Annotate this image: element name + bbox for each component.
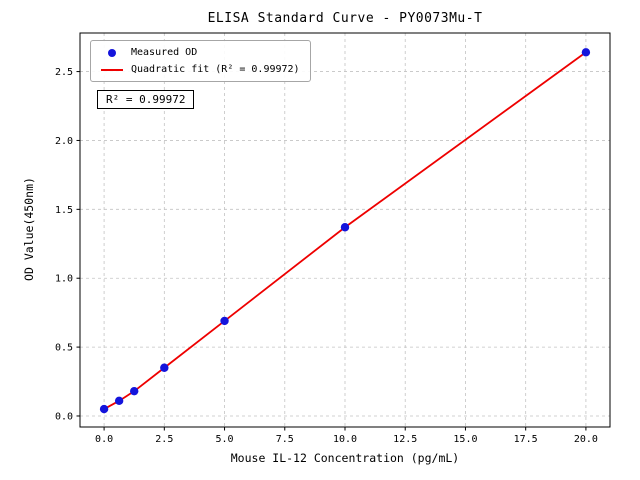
svg-text:2.5: 2.5	[55, 67, 73, 78]
legend-item-quadratic-fit: Quadratic fit (R² = 0.99972)	[99, 63, 300, 76]
legend-marker	[99, 68, 125, 71]
chart-title: ELISA Standard Curve - PY0073Mu-T	[207, 11, 483, 26]
svg-text:1.5: 1.5	[55, 205, 73, 216]
svg-text:12.5: 12.5	[393, 434, 417, 445]
svg-text:20.0: 20.0	[574, 434, 598, 445]
svg-text:17.5: 17.5	[514, 434, 538, 445]
r-squared-annotation: R² = 0.99972	[97, 90, 195, 109]
svg-text:10.0: 10.0	[333, 434, 357, 445]
legend-marker	[99, 48, 125, 57]
legend-label-quadratic-fit: Quadratic fit (R² = 0.99972)	[131, 64, 300, 75]
red-line-marker-icon	[101, 68, 123, 71]
svg-text:1.0: 1.0	[55, 274, 73, 285]
legend-item-measured-od: Measured OD	[99, 46, 300, 59]
x-axis-label: Mouse IL-12 Concentration (pg/mL)	[230, 451, 460, 465]
svg-text:0.0: 0.0	[55, 411, 73, 422]
svg-text:7.5: 7.5	[276, 434, 294, 445]
legend-label-measured-od: Measured OD	[131, 47, 198, 58]
svg-text:0.5: 0.5	[55, 343, 73, 354]
svg-text:5.0: 5.0	[216, 434, 234, 445]
svg-text:2.5: 2.5	[155, 434, 173, 445]
legend: Measured OD Quadratic fit (R² = 0.99972)	[90, 40, 311, 82]
svg-text:15.0: 15.0	[453, 434, 477, 445]
blue-dot-marker-icon	[108, 48, 116, 57]
svg-text:0.0: 0.0	[95, 434, 113, 445]
svg-text:2.0: 2.0	[55, 136, 73, 147]
